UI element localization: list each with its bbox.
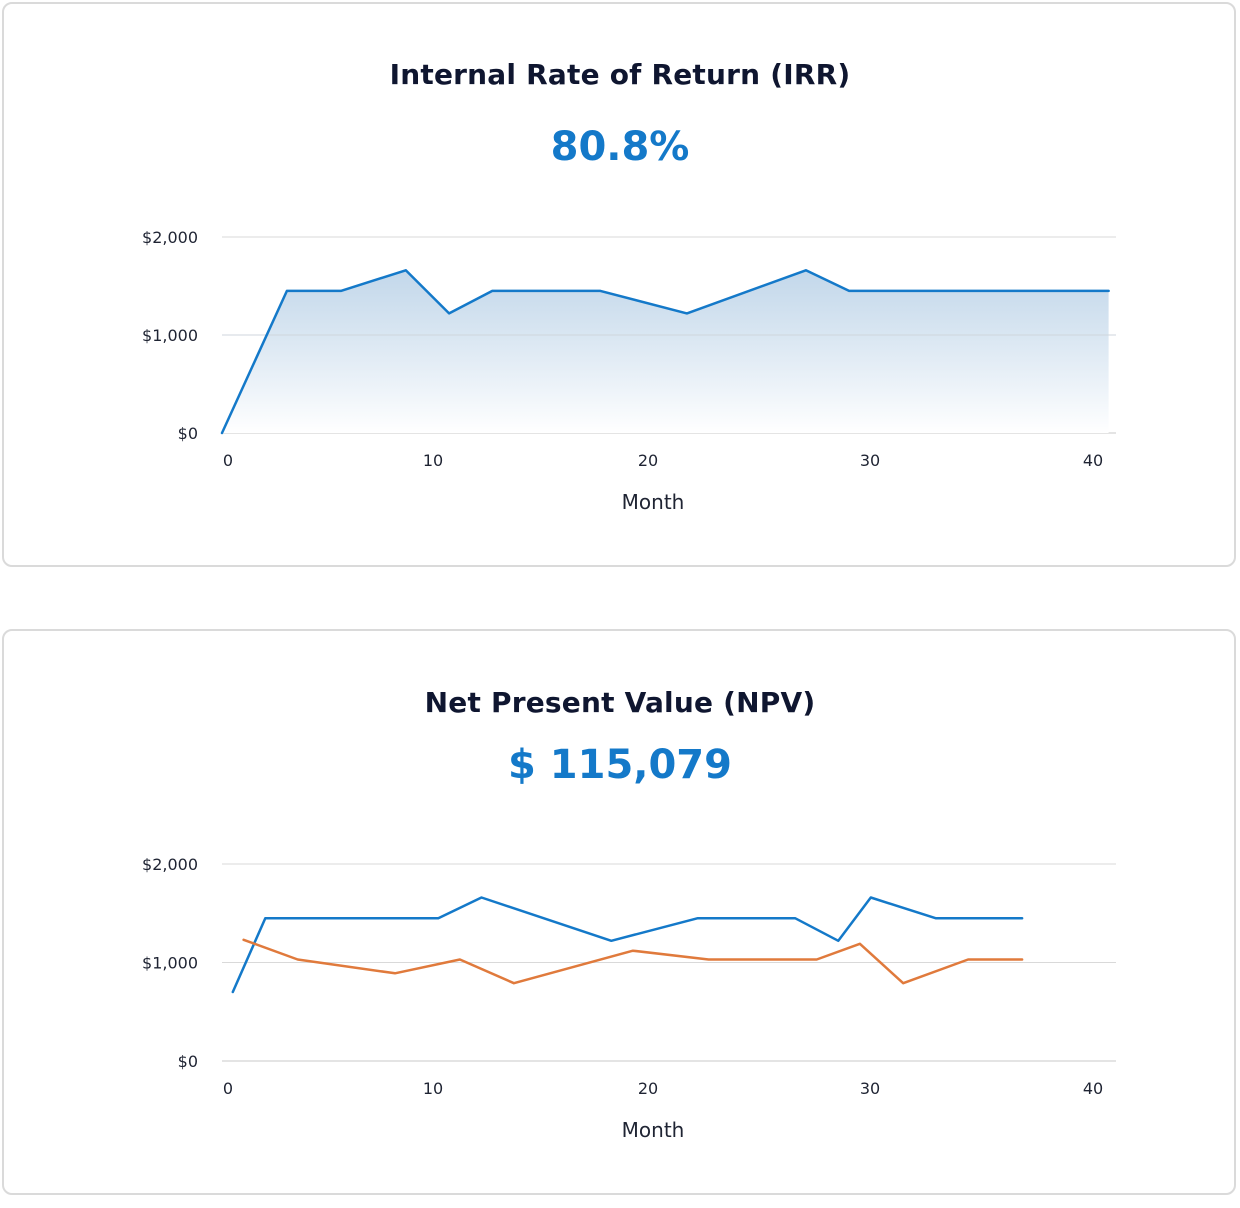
npv-x-axis-label: Month [622,1118,685,1142]
npv-x-tick-label: 20 [638,1079,658,1098]
npv-card [2,629,1236,1195]
irr-y-tick-label: $0 [178,424,198,443]
npv-chart: $0 $1,000 $2,000 0 10 20 30 40 Month [142,855,1116,1142]
irr-x-axis-label: Month [622,490,685,514]
npv-y-tick-label: $2,000 [142,855,198,874]
irr-y-tick-label: $2,000 [142,228,198,247]
irr-chart: $0 $1,000 $2,000 0 10 20 30 40 Month [142,228,1116,514]
irr-x-tick-label: 40 [1083,451,1103,470]
irr-x-tick-label: 0 [223,451,233,470]
irr-y-tick-label: $1,000 [142,326,198,345]
npv-x-tick-label: 0 [223,1079,233,1098]
npv-x-tick-label: 40 [1083,1079,1103,1098]
irr-series-area [222,270,1109,433]
irr-card [2,2,1236,567]
npv-y-tick-label: $1,000 [142,954,198,973]
npv-title: Net Present Value (NPV) [424,686,816,719]
irr-x-tick-label: 10 [423,451,443,470]
irr-x-tick-label: 20 [638,451,658,470]
npv-value: $ 115,079 [508,742,732,788]
npv-x-tick-label: 30 [860,1079,880,1098]
npv-y-tick-label: $0 [178,1052,198,1071]
npv-series-line-0 [231,896,1024,994]
irr-series-line-0 [220,269,1110,435]
irr-x-tick-label: 30 [860,451,880,470]
npv-x-tick-label: 10 [423,1079,443,1098]
irr-value: 80.8% [550,124,690,170]
irr-title: Internal Rate of Return (IRR) [389,58,851,91]
npv-series-line-1 [242,938,1024,985]
